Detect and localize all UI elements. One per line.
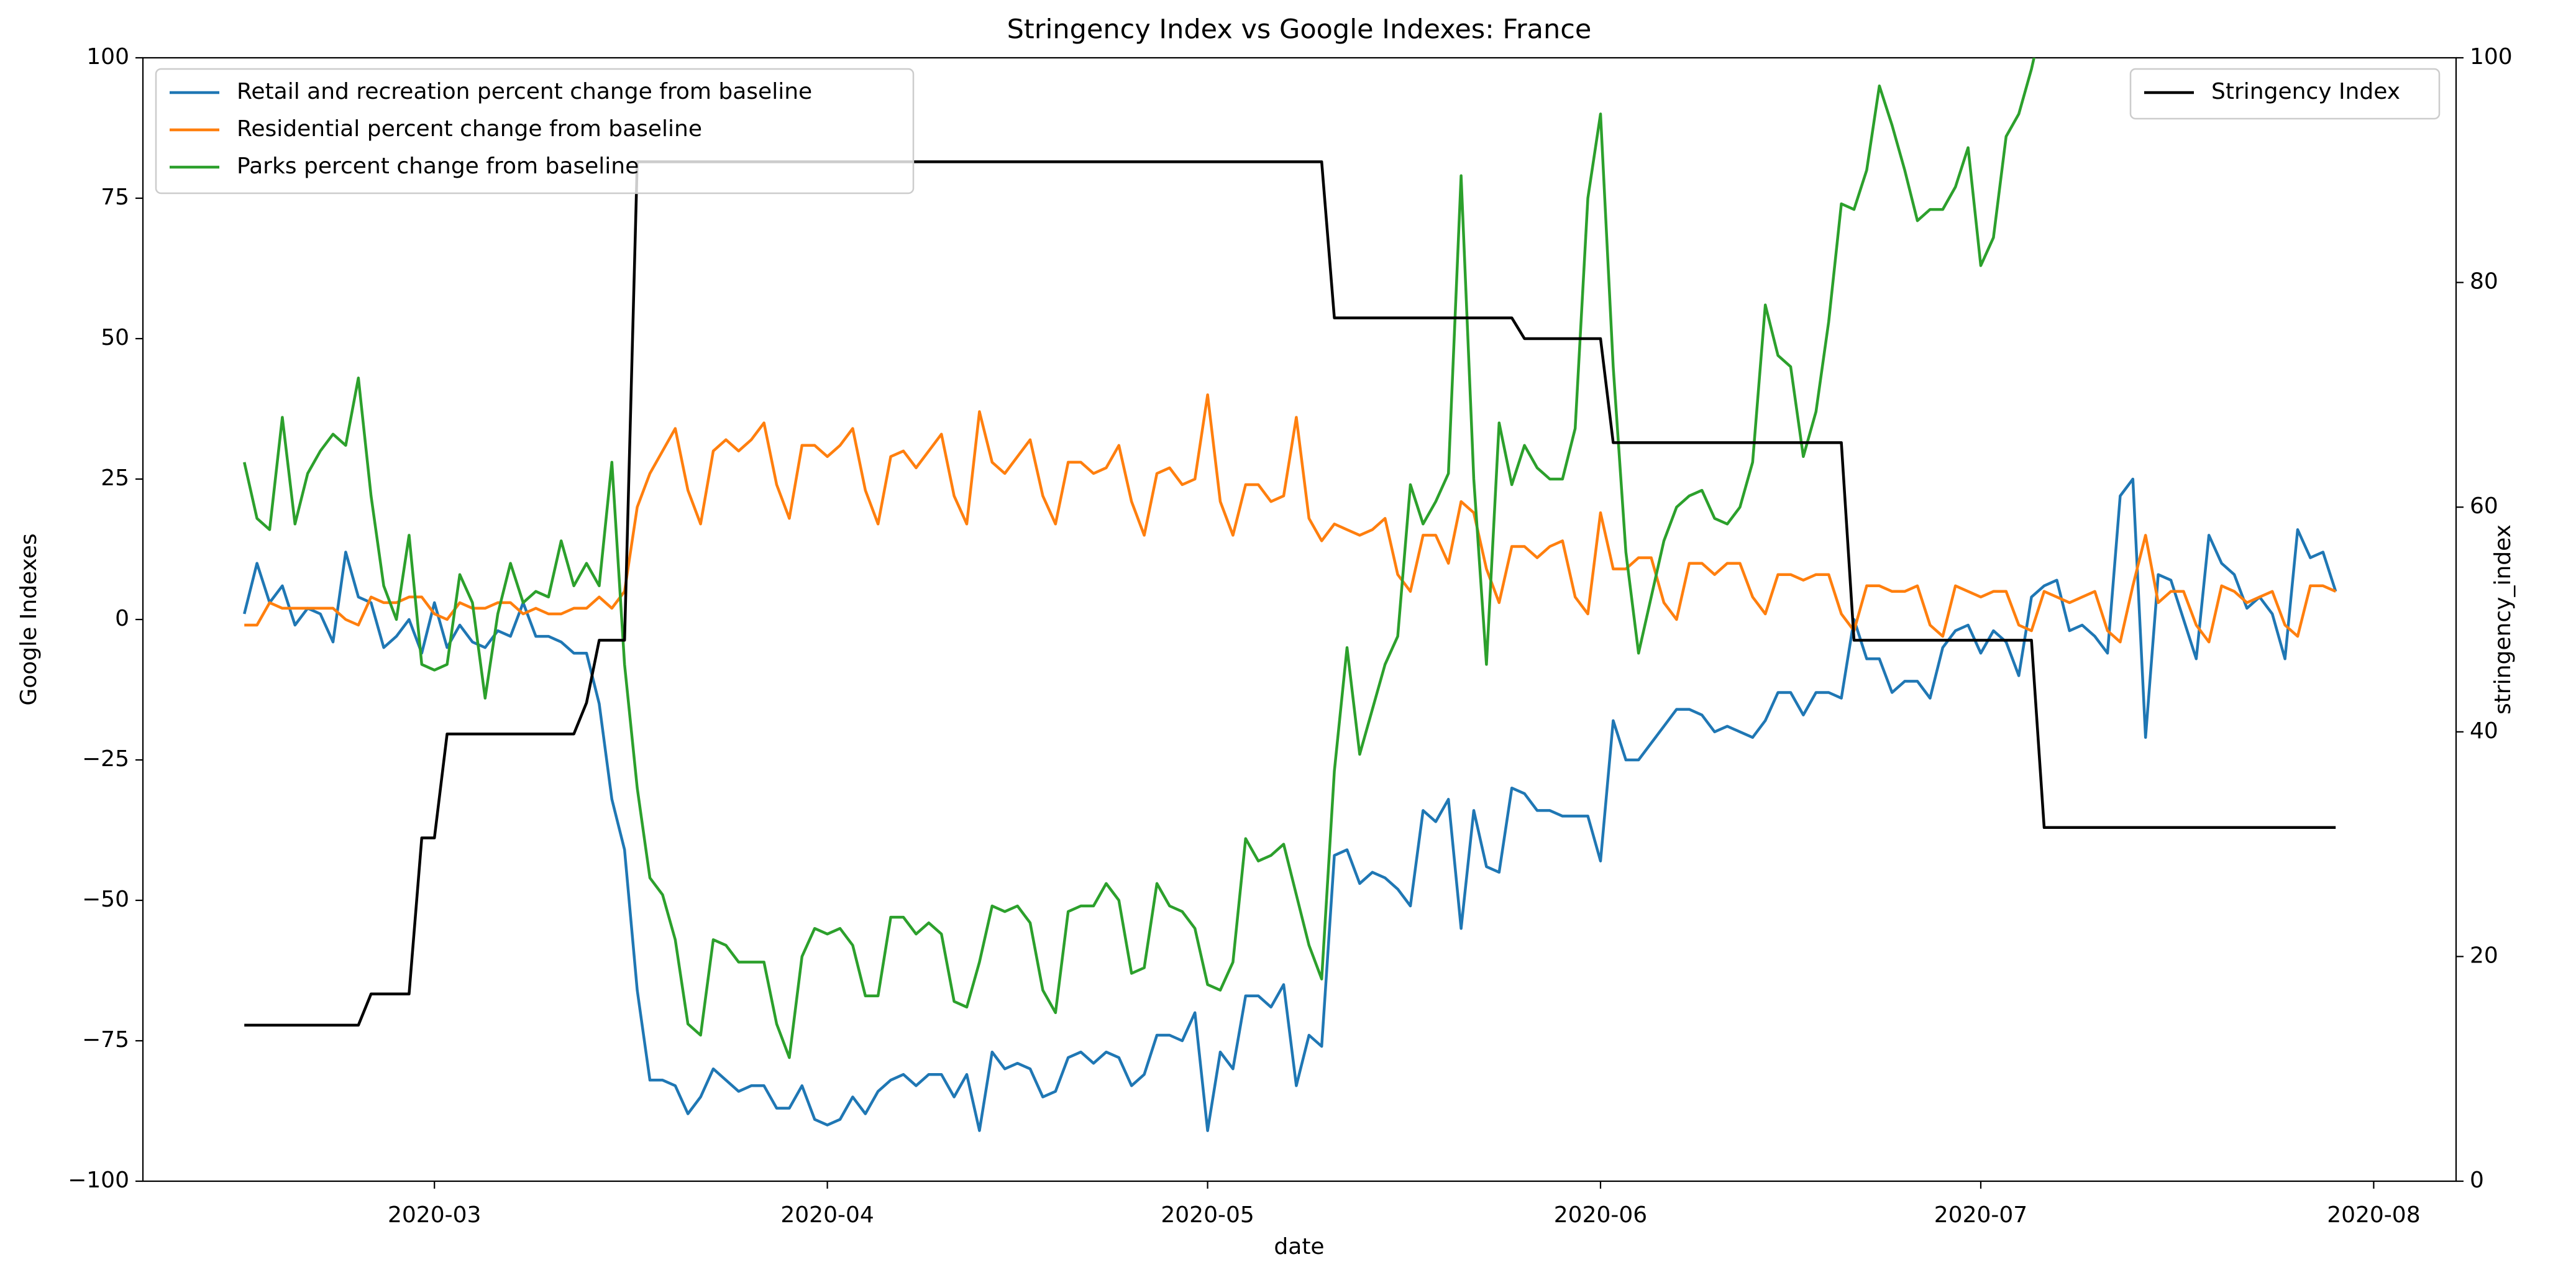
legend-label: Stringency Index	[2211, 79, 2400, 104]
y2-tick-label: 100	[2470, 44, 2513, 70]
series-line	[244, 160, 2336, 1027]
y2-tick-label: 80	[2470, 269, 2498, 295]
y2-axis-label: stringency_index	[2490, 524, 2516, 715]
legend-box	[2129, 68, 2441, 120]
y2-tick-label: 20	[2470, 943, 2498, 968]
y-tick-label: −75	[82, 1027, 129, 1053]
x-axis-label: date	[1274, 1234, 1324, 1259]
y-tick-label: 75	[101, 185, 129, 210]
chart-title: Stringency Index vs Google Indexes: Fran…	[1007, 14, 1592, 45]
series-line	[243, 477, 2337, 1132]
y-axis-label: Google Indexes	[16, 533, 42, 705]
legend-label: Residential percent change from baseline	[237, 116, 702, 142]
y-tick-label: 100	[86, 44, 129, 70]
legend-label: Parks percent change from baseline	[237, 153, 639, 179]
x-tick-label: 2020-08	[2327, 1202, 2420, 1228]
y2-tick-label: 0	[2470, 1168, 2484, 1193]
legend-box	[155, 68, 915, 194]
y-tick-label: 25	[101, 465, 129, 491]
x-tick-label: 2020-04	[780, 1202, 874, 1228]
x-tick-label: 2020-05	[1161, 1202, 1254, 1228]
y-tick-label: −50	[82, 887, 129, 912]
lines	[243, 58, 2337, 1132]
x-tick-label: 2020-03	[388, 1202, 481, 1228]
y-tick-label: −100	[68, 1168, 129, 1193]
legend-label: Retail and recreation percent change fro…	[237, 79, 812, 104]
y2-tick-label: 60	[2470, 493, 2498, 519]
y-tick-label: −25	[82, 746, 129, 772]
series-line	[243, 58, 2035, 1059]
series-line	[244, 393, 2337, 644]
y-tick-label: 50	[101, 325, 129, 350]
y2-tick-label: 40	[2470, 718, 2498, 744]
x-tick-label: 2020-07	[1934, 1202, 2027, 1228]
x-tick-label: 2020-06	[1554, 1202, 1647, 1228]
y-tick-label: 0	[115, 606, 129, 631]
